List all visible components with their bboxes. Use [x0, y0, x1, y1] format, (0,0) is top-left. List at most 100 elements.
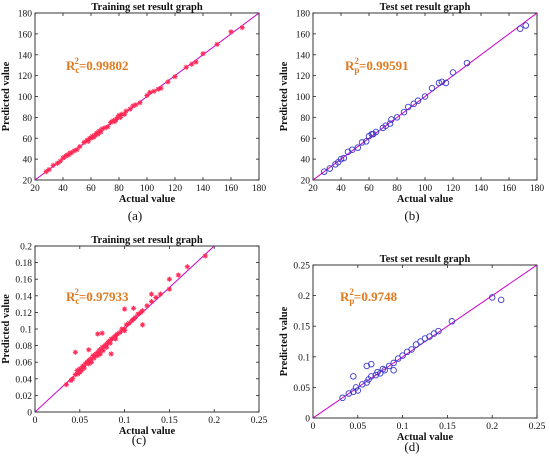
- data-point: [438, 78, 446, 86]
- chart-title: Test set result graph: [380, 254, 471, 265]
- data-point: [435, 327, 442, 335]
- y-tick-label: 0.04: [15, 375, 32, 385]
- data-point: [88, 359, 95, 365]
- y-tick-label: 140: [18, 51, 33, 61]
- data-point: [95, 352, 101, 359]
- data-point: [127, 106, 133, 112]
- data-point: [122, 111, 128, 117]
- data-point: [132, 314, 138, 320]
- data-point: [449, 69, 457, 76]
- data-point: [367, 360, 375, 368]
- y-tick-label: 0: [27, 409, 32, 419]
- data-point: [354, 144, 362, 151]
- data-point: [148, 299, 155, 305]
- chart-panel-4: 0 0.05 0.1 0.15 0.2 0.25 0 0.05 0.1 0.15 0.2 0.25 Te…: [279, 254, 546, 454]
- data-point: [90, 352, 96, 359]
- data-point: [388, 116, 395, 123]
- data-point: [372, 128, 380, 136]
- data-point: [362, 138, 370, 145]
- data-point: [57, 158, 63, 164]
- data-point: [70, 376, 76, 382]
- x-tick-label: 180: [252, 184, 267, 194]
- x-tick-label: 60: [364, 184, 374, 194]
- data-point: [43, 169, 49, 175]
- data-point: [139, 322, 146, 328]
- data-point: [421, 93, 429, 100]
- data-point: [172, 74, 178, 80]
- data-point: [117, 329, 123, 335]
- data-point: [63, 382, 69, 388]
- panel-label: (c): [132, 432, 146, 447]
- r-squared-annotation: Rp2=0.9748: [340, 287, 398, 306]
- x-tick-label: 0.05: [349, 422, 366, 432]
- y-tick-label: 0: [305, 415, 310, 425]
- x-tick-label: 100: [418, 184, 433, 194]
- data-point: [77, 144, 83, 150]
- data-point: [72, 349, 78, 355]
- data-point: [151, 88, 157, 94]
- data-point: [86, 361, 92, 367]
- data-point: [122, 306, 128, 312]
- panel-label: (b): [404, 208, 419, 223]
- data-point: [133, 102, 139, 108]
- chart-title: Test set result graph: [380, 2, 471, 13]
- x-tick-label: 80: [392, 184, 402, 194]
- data-point: [358, 139, 366, 146]
- data-point: [104, 341, 110, 347]
- x-tick-label: 160: [224, 184, 239, 194]
- data-point: [85, 138, 91, 144]
- data-point: [435, 79, 443, 87]
- data-point: [144, 303, 150, 309]
- x-tick-label: 0.15: [439, 422, 456, 432]
- y-tick-label: 0.06: [15, 359, 32, 369]
- data-point: [340, 154, 348, 162]
- chart-panel-1: 20 40 60 80 100 120 140 160 180 20 40 60 80 100 120 140…: [1, 2, 266, 223]
- y-tick-label: 0.1: [20, 326, 32, 336]
- data-point: [390, 367, 397, 374]
- data-point: [117, 114, 123, 120]
- data-point: [189, 61, 195, 67]
- data-point: [72, 372, 78, 378]
- data-point: [408, 346, 415, 353]
- data-point: [113, 336, 119, 342]
- data-point: [200, 51, 206, 57]
- x-axis-label: Actual value: [119, 194, 176, 205]
- data-point: [95, 131, 101, 137]
- x-tick-label: 0.1: [119, 416, 131, 426]
- data-point: [350, 373, 357, 380]
- data-point: [105, 124, 111, 130]
- data-point: [337, 155, 345, 163]
- x-tick-label: 180: [530, 184, 545, 194]
- x-tick-label: 20: [308, 184, 318, 194]
- x-tick-label: 40: [58, 184, 68, 194]
- data-point: [166, 276, 172, 282]
- x-tick-label: 0.2: [208, 416, 220, 426]
- data-point: [367, 373, 375, 380]
- data-point: [122, 328, 128, 334]
- data-point: [412, 341, 420, 348]
- x-tick-label: 0: [33, 416, 38, 426]
- data-point: [354, 387, 362, 394]
- data-point: [108, 336, 114, 342]
- data-point: [214, 41, 220, 47]
- y-tick-label: 0.15: [293, 323, 310, 333]
- y-tick-label: 180: [296, 10, 311, 20]
- x-tick-label: 0.05: [71, 416, 88, 426]
- plot-frame: [312, 264, 538, 419]
- data-point: [165, 79, 171, 85]
- data-point: [123, 108, 129, 114]
- data-point: [421, 335, 429, 342]
- y-tick-label: 60: [301, 135, 311, 145]
- data-point: [130, 305, 137, 311]
- data-point: [95, 331, 101, 337]
- x-tick-label: 160: [502, 184, 517, 194]
- data-point: [86, 347, 92, 353]
- data-point: [184, 264, 190, 270]
- data-point: [202, 253, 208, 259]
- data-point: [54, 160, 60, 166]
- data-point: [497, 296, 505, 304]
- data-point: [393, 114, 401, 121]
- x-tick-label: 40: [336, 184, 346, 194]
- data-point: [95, 349, 101, 355]
